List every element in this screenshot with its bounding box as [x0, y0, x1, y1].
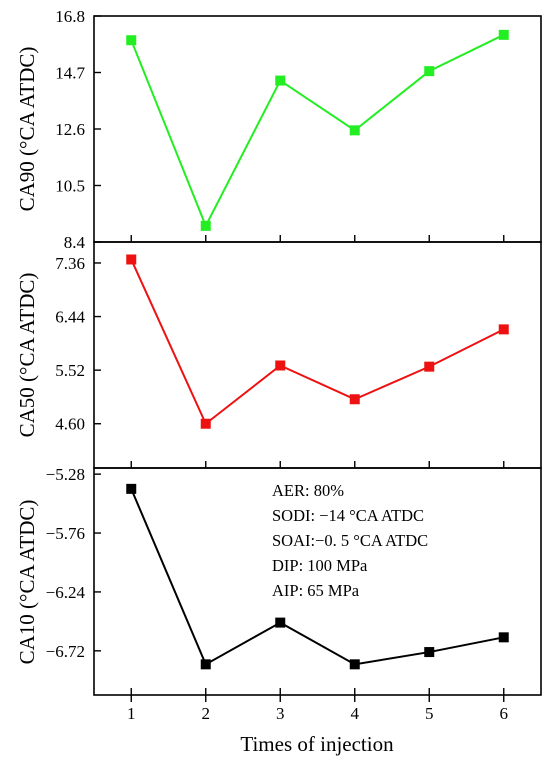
annotation-line: SODI: −14 °CA ATDC	[272, 506, 424, 525]
data-point	[200, 220, 211, 231]
annotation-line: AIP: 65 MPa	[272, 581, 360, 600]
ytick-label: 6.44	[55, 308, 85, 327]
data-point	[424, 66, 435, 77]
xtick-label: 1	[127, 704, 136, 723]
ytick-label: 5.52	[55, 361, 85, 380]
ylabel-ca50: CA50 (°CA ATDC)	[15, 273, 39, 438]
ytick-label: 16.8	[55, 7, 85, 26]
data-point	[200, 659, 211, 670]
panel-frame-1	[93, 241, 542, 469]
xtick-label: 2	[202, 704, 211, 723]
ytick-label: 4.60	[55, 415, 85, 434]
ytick-label: −6.24	[46, 583, 86, 602]
annotation-line: DIP: 100 MPa	[272, 556, 368, 575]
ytick-label: −5.76	[46, 524, 85, 543]
data-point	[126, 35, 137, 46]
xtick-label: 5	[425, 704, 434, 723]
xtick-label: 4	[351, 704, 360, 723]
data-point	[275, 617, 286, 628]
annotation-line: AER: 80%	[272, 481, 344, 500]
series-line-1	[130, 259, 505, 426]
ytick-label: 7.36	[55, 254, 85, 273]
ylabel-ca10: CA10 (°CA ATDC)	[15, 500, 39, 665]
data-point	[126, 483, 137, 494]
xtick-label: 6	[500, 704, 509, 723]
ytick-label: −6.72	[46, 642, 85, 661]
ytick-label: 14.7	[55, 64, 85, 83]
data-point	[275, 360, 286, 371]
data-point	[349, 659, 360, 670]
ytick-label: 8.4	[64, 233, 86, 252]
annotation-line: SOAI:−0. 5 °CA ATDC	[272, 531, 428, 550]
ytick-label: 12.6	[55, 120, 85, 139]
xlabel: Times of injection	[240, 732, 394, 756]
data-point	[498, 324, 509, 335]
series-line-2	[130, 488, 504, 666]
data-point	[424, 647, 435, 658]
data-point	[126, 254, 137, 265]
data-point	[349, 394, 360, 405]
data-point	[498, 29, 509, 40]
ytick-label: 10.5	[55, 177, 85, 196]
data-point	[275, 75, 286, 86]
ytick-label: −5.28	[46, 465, 85, 484]
data-point	[349, 125, 360, 136]
series-line-0	[130, 33, 505, 229]
data-point	[200, 418, 211, 429]
ylabel-ca90: CA90 (°CA ATDC)	[15, 47, 39, 212]
data-point	[424, 361, 435, 372]
data-point	[498, 632, 509, 643]
xtick-label: 3	[276, 704, 285, 723]
panel-frame-2	[93, 467, 542, 696]
